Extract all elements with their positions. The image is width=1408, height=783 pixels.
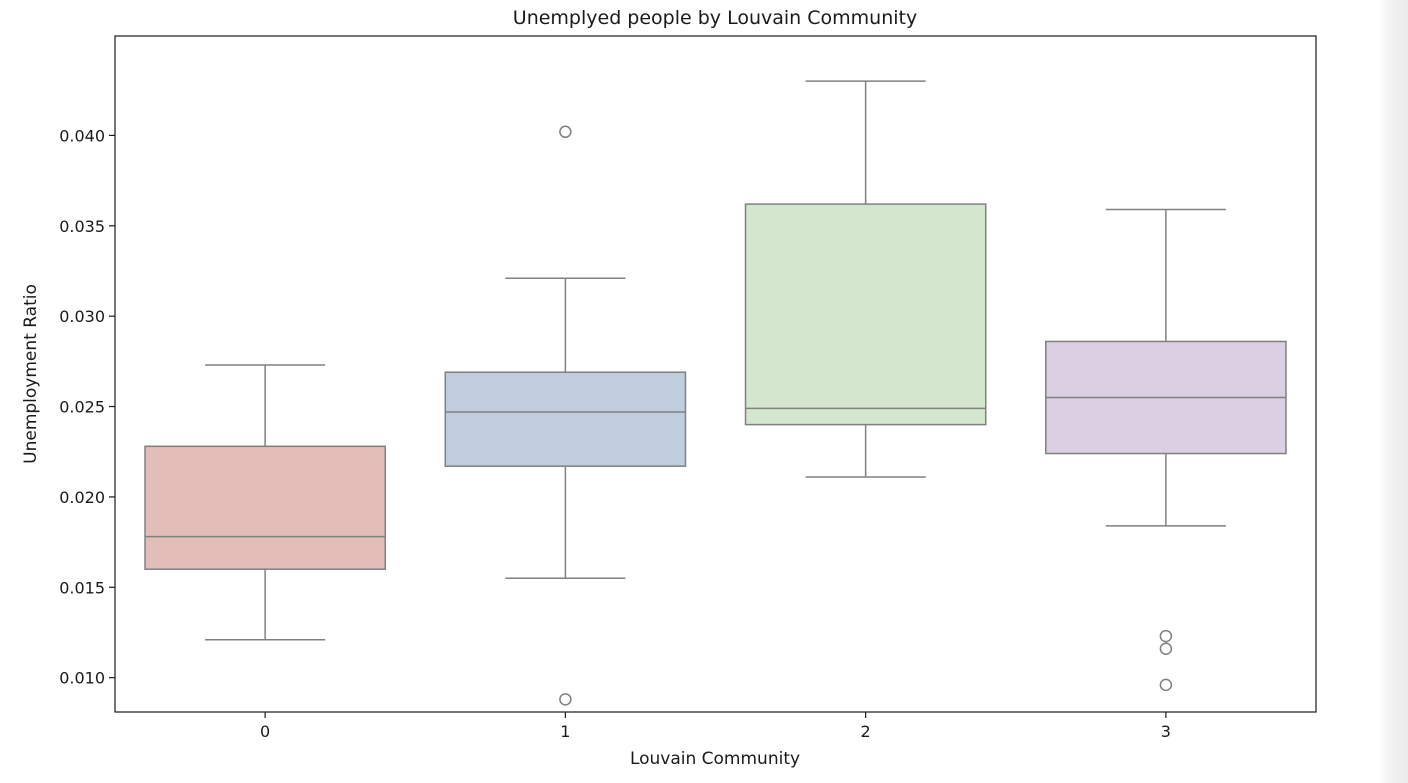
- chart-title: Unemplyed people by Louvain Community: [513, 7, 917, 29]
- y-tick-label: 0.030: [59, 307, 105, 326]
- y-tick-label: 0.025: [59, 398, 105, 417]
- box-group-0: [144, 364, 386, 641]
- outlier-point: [1159, 629, 1173, 643]
- outlier-point: [559, 125, 572, 139]
- x-tick-label: 0: [260, 722, 270, 741]
- box-group-3: [1045, 208, 1287, 692]
- y-axis-label: Unemployment Ratio: [21, 284, 41, 464]
- y-tick-label: 0.010: [59, 669, 105, 688]
- y-tick-label: 0.015: [59, 578, 105, 597]
- outlier-point: [1159, 678, 1173, 692]
- outlier-point: [1159, 642, 1173, 655]
- x-tick-label: 3: [1161, 722, 1171, 741]
- box-iqr: [444, 371, 687, 467]
- window-scroll-gutter: [1378, 0, 1408, 783]
- plot-frame: [114, 35, 1317, 713]
- y-tick-label: 0.040: [59, 126, 105, 145]
- x-tick-label: 1: [560, 722, 570, 741]
- x-tick-label: 2: [861, 722, 871, 741]
- box-group-1: [444, 125, 687, 706]
- box-iqr: [744, 203, 987, 426]
- box-group-2: [744, 80, 987, 478]
- y-tick-label: 0.035: [59, 217, 105, 236]
- axis-ticks: 0.010 0.015 0.020 0.025 0.030 0.035 0.040 0 1 2 3: [59, 126, 1171, 741]
- y-tick-label: 0.020: [59, 488, 105, 507]
- box-iqr: [144, 445, 386, 570]
- outlier-point: [559, 693, 572, 706]
- boxes-group: [144, 80, 1287, 706]
- x-axis-label: Louvain Community: [630, 749, 800, 769]
